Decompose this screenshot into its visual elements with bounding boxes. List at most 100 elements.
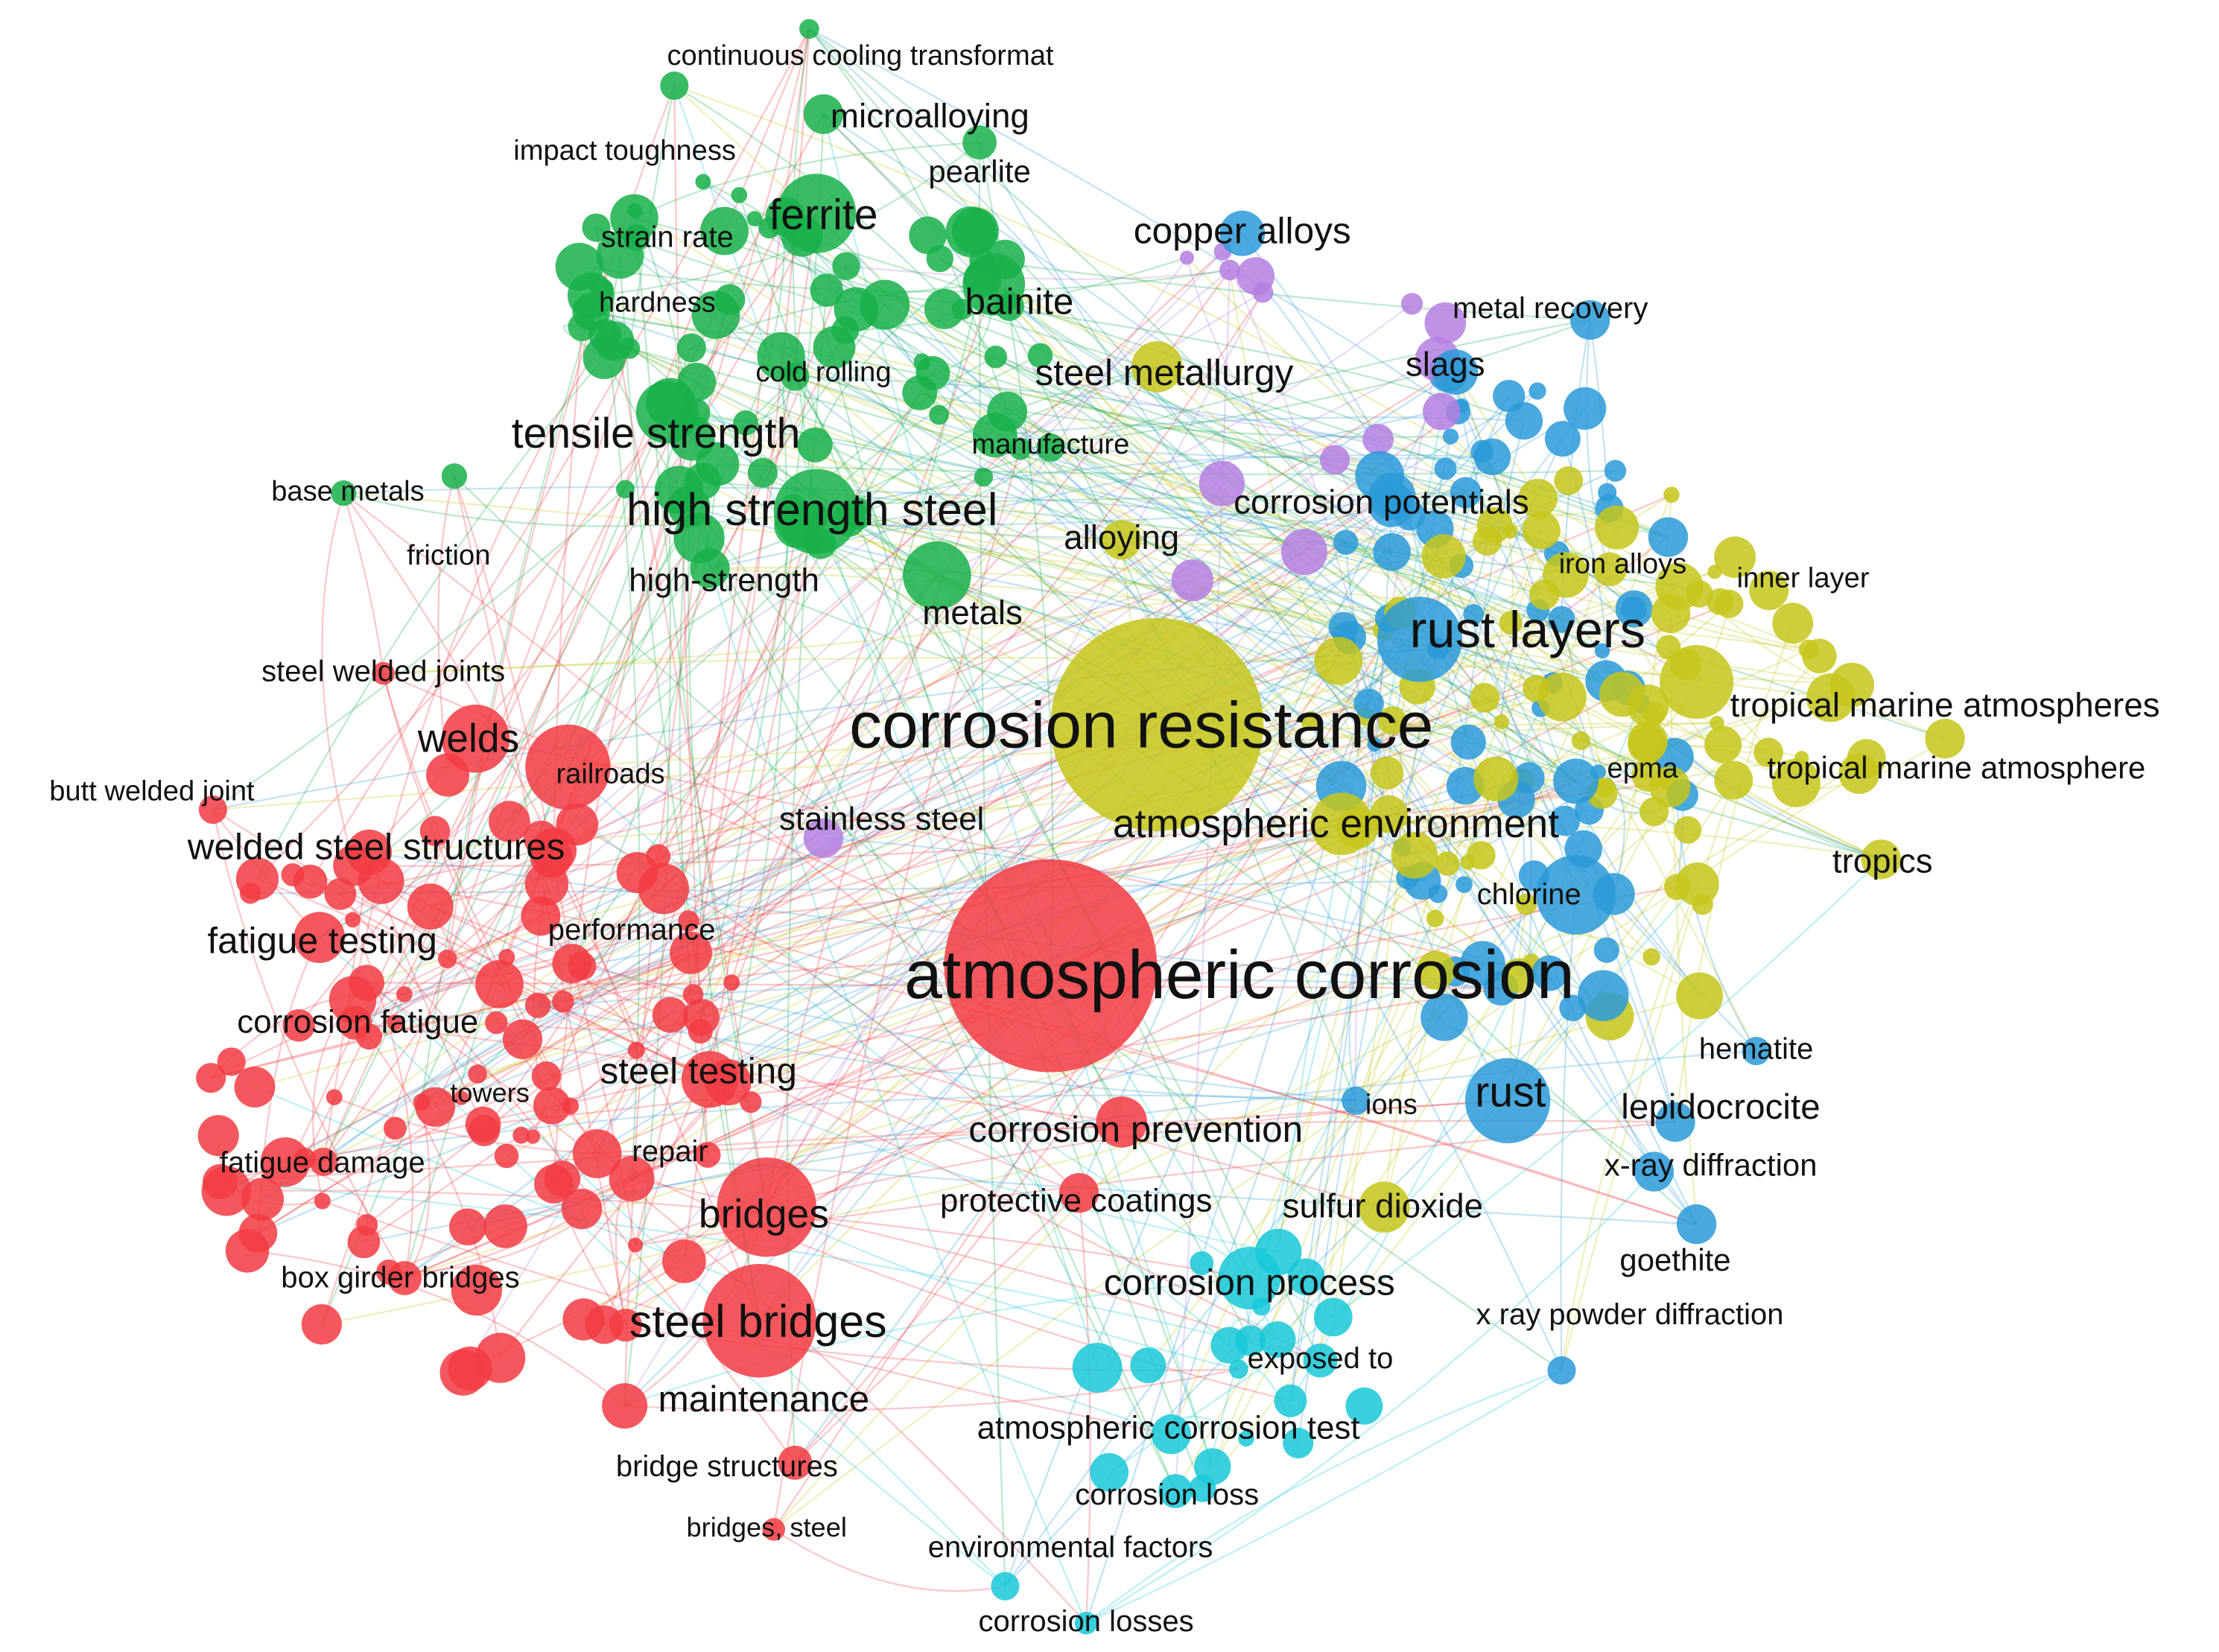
edge bbox=[309, 28, 810, 883]
edge bbox=[695, 376, 796, 422]
edge bbox=[257, 784, 1466, 1234]
node bbox=[723, 974, 740, 991]
node bbox=[1090, 1452, 1129, 1492]
node bbox=[347, 1225, 381, 1259]
node bbox=[803, 818, 844, 858]
node bbox=[474, 1332, 526, 1383]
node bbox=[1676, 972, 1724, 1020]
node bbox=[326, 1089, 343, 1105]
node bbox=[974, 467, 994, 487]
node-label: railroads bbox=[556, 758, 664, 790]
edge bbox=[540, 837, 761, 1321]
node-label: strain rate bbox=[601, 220, 734, 253]
edge bbox=[1575, 655, 1820, 896]
edge bbox=[1585, 320, 1611, 570]
node bbox=[1554, 466, 1584, 495]
node bbox=[524, 862, 569, 906]
node bbox=[441, 463, 468, 489]
node bbox=[1130, 1347, 1166, 1384]
node-label: slags bbox=[1406, 346, 1485, 384]
edge bbox=[1085, 1369, 1562, 1624]
node bbox=[1280, 528, 1328, 576]
edge bbox=[700, 366, 1158, 1018]
node-label: iron alloys bbox=[1559, 548, 1687, 579]
edge bbox=[343, 492, 638, 1051]
node bbox=[328, 976, 377, 1023]
node bbox=[552, 991, 574, 1013]
node-label: environmental factors bbox=[928, 1531, 1213, 1564]
node bbox=[1772, 603, 1814, 644]
node bbox=[1476, 506, 1513, 543]
edge bbox=[794, 1192, 1080, 1464]
edge bbox=[212, 647, 1438, 811]
node bbox=[799, 19, 819, 39]
node bbox=[860, 279, 910, 330]
node bbox=[676, 333, 706, 363]
node-label: corrosion losses bbox=[978, 1605, 1193, 1638]
edge bbox=[320, 480, 704, 1325]
node bbox=[635, 381, 699, 444]
node bbox=[282, 1009, 315, 1042]
node-label: rust layers bbox=[1410, 601, 1645, 658]
node bbox=[1416, 950, 1455, 990]
node bbox=[1547, 1356, 1576, 1385]
node-label: atmospheric environment bbox=[1113, 802, 1559, 846]
edge bbox=[340, 611, 1401, 895]
edge bbox=[343, 492, 817, 527]
node bbox=[810, 273, 843, 307]
edge bbox=[1006, 410, 1577, 782]
node-label: corrosion resistance bbox=[849, 689, 1433, 762]
edge bbox=[962, 308, 1669, 539]
node bbox=[1493, 714, 1509, 730]
edge bbox=[731, 574, 938, 983]
node bbox=[1353, 688, 1384, 719]
node-label: ions bbox=[1365, 1089, 1418, 1120]
node-label: tropical marine atmosphere bbox=[1767, 750, 2145, 785]
edge bbox=[936, 302, 1413, 576]
node-label: alloying bbox=[1064, 518, 1179, 556]
edge bbox=[603, 284, 995, 1325]
edge bbox=[582, 682, 1553, 967]
node bbox=[241, 1178, 285, 1221]
edge bbox=[1561, 883, 1698, 1371]
node bbox=[415, 1087, 455, 1127]
node bbox=[1377, 706, 1406, 735]
node bbox=[1370, 756, 1404, 790]
node bbox=[962, 125, 997, 160]
edge bbox=[368, 1036, 501, 1359]
node bbox=[797, 427, 833, 463]
edge bbox=[1345, 542, 1370, 704]
node bbox=[694, 1142, 721, 1168]
edge bbox=[808, 28, 1009, 413]
node-label: bainite bbox=[965, 281, 1073, 323]
edge bbox=[715, 314, 1882, 860]
edge bbox=[257, 492, 1392, 1234]
node bbox=[198, 795, 227, 825]
node-label: protective coatings bbox=[940, 1183, 1212, 1219]
edge bbox=[256, 357, 606, 880]
edge bbox=[772, 448, 1021, 1530]
edge bbox=[261, 390, 1538, 1201]
edge bbox=[355, 505, 1390, 1024]
node bbox=[1548, 606, 1575, 633]
edge bbox=[1108, 858, 1882, 1473]
edge bbox=[1507, 786, 1671, 1102]
edge bbox=[995, 356, 1379, 441]
node bbox=[1749, 571, 1789, 611]
edge bbox=[1391, 687, 1537, 728]
edge bbox=[434, 647, 1439, 1108]
edge bbox=[1222, 251, 1403, 848]
edge bbox=[447, 541, 1347, 960]
node bbox=[345, 912, 361, 928]
edge bbox=[1391, 495, 1677, 1122]
edge bbox=[319, 358, 1438, 938]
node-label: box girder bridges bbox=[281, 1262, 519, 1294]
node-label: bridges bbox=[699, 1192, 829, 1236]
edge bbox=[766, 483, 1223, 1208]
node bbox=[1238, 1430, 1254, 1447]
edge bbox=[254, 696, 1485, 1088]
node bbox=[1578, 970, 1629, 1022]
node-label: manufacture bbox=[971, 429, 1129, 460]
edge bbox=[1170, 530, 1543, 1435]
edge bbox=[932, 372, 1553, 684]
